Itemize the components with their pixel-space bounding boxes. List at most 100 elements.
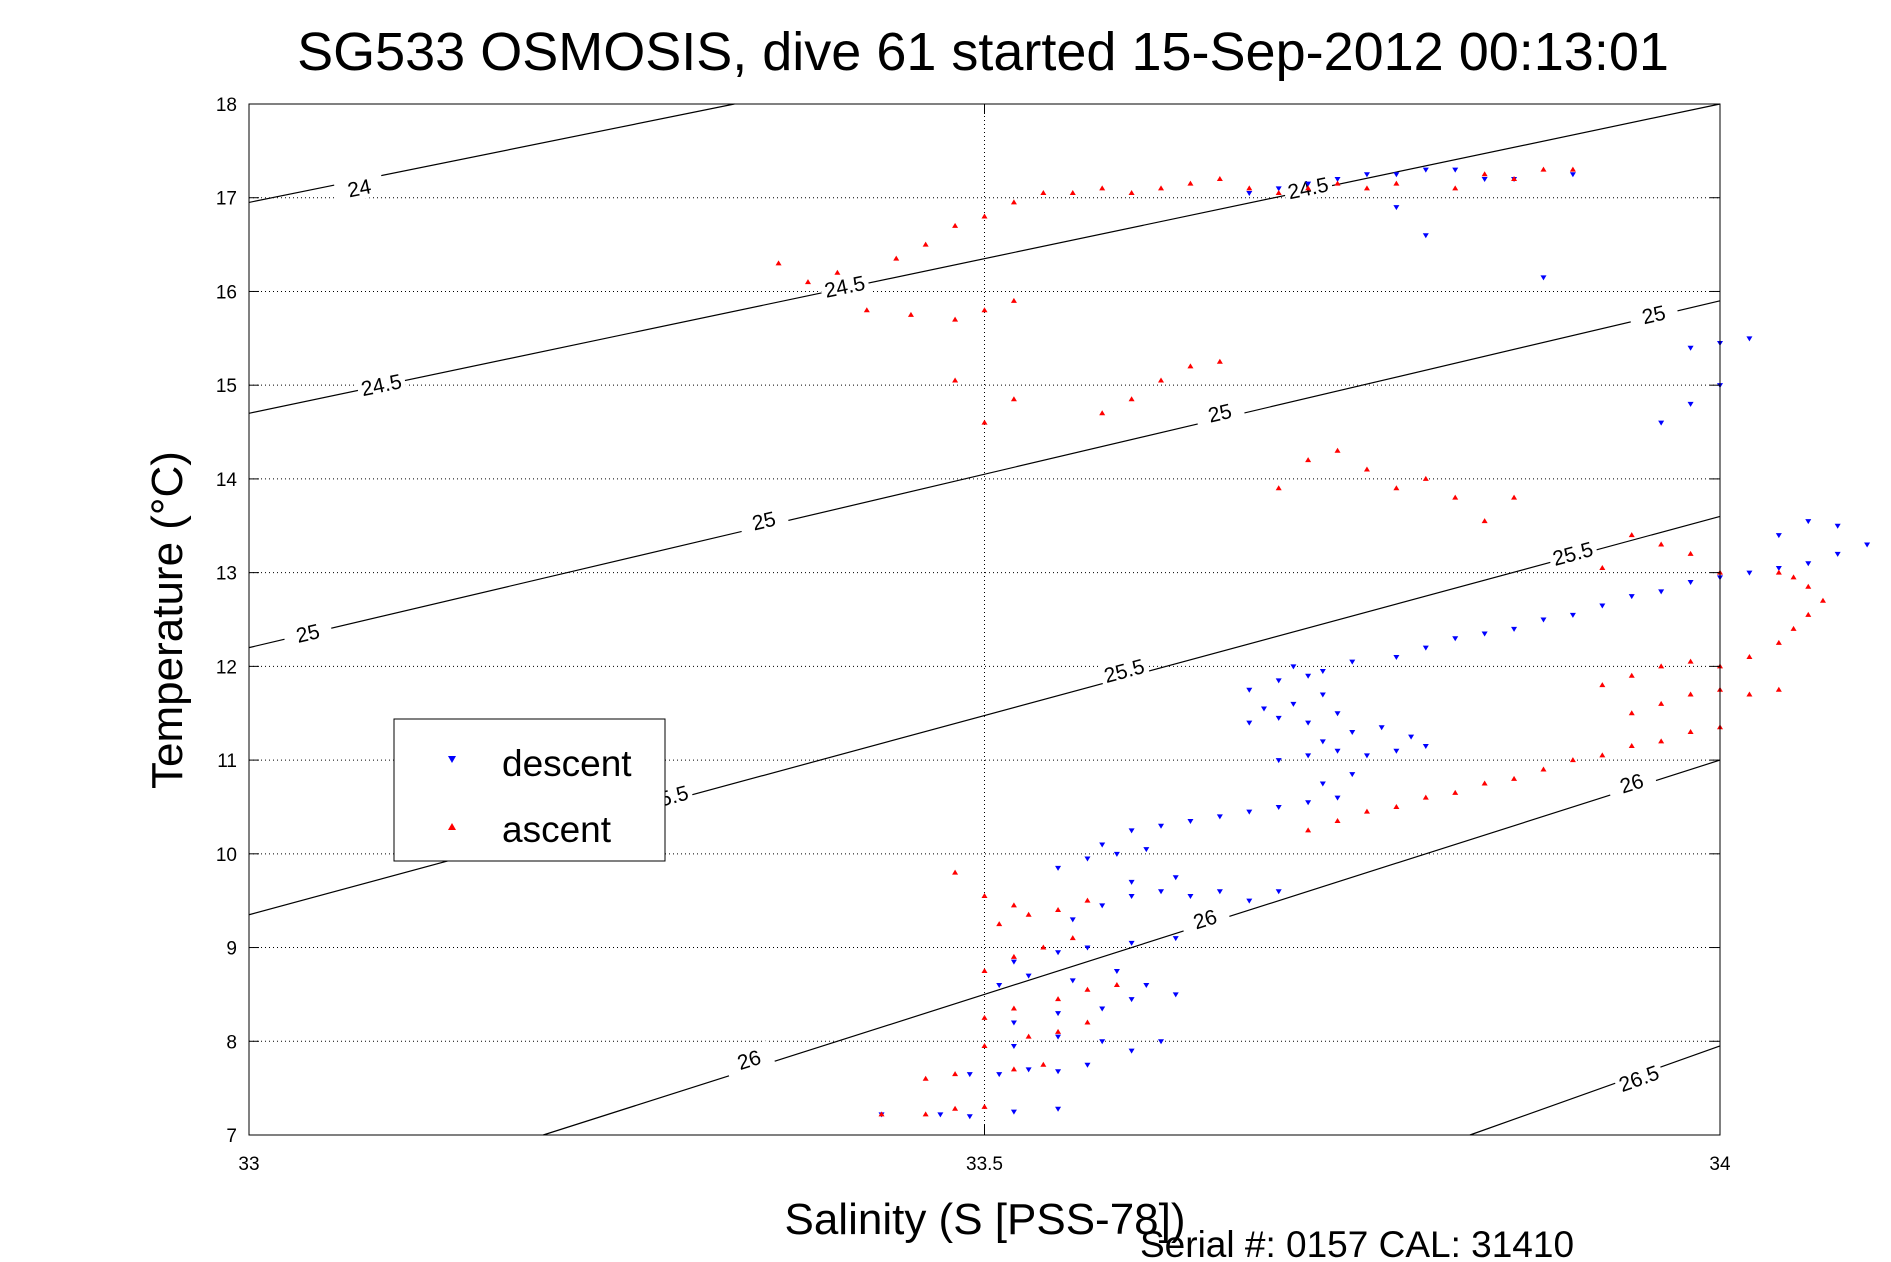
ascent-point (804, 279, 811, 285)
descent-point (1422, 233, 1429, 239)
descent-point (1334, 748, 1341, 754)
ascent-point (1216, 358, 1223, 364)
descent-point (1805, 519, 1812, 525)
ascent-point (981, 419, 988, 425)
ascent-point (1628, 532, 1635, 538)
descent-point (1349, 729, 1356, 735)
ascent-point (1775, 569, 1782, 575)
descent-point (1099, 903, 1106, 909)
y-tick-label: 17 (216, 189, 237, 210)
y-axis-label: Temperature (°C) (143, 451, 192, 789)
ascent-point (952, 316, 959, 322)
descent-point (1319, 692, 1326, 698)
ascent-point (1010, 199, 1017, 205)
descent-point (1319, 669, 1326, 675)
descent-point (1334, 176, 1341, 182)
contour-label-25: 25 (750, 508, 778, 536)
ascent-point (1790, 625, 1797, 631)
ascent-point (1805, 583, 1812, 589)
contour-label-bg (737, 502, 790, 538)
y-tick-label: 14 (216, 470, 238, 491)
ascent-point (878, 1111, 885, 1117)
ascent-point (1599, 752, 1606, 758)
ascent-point (1010, 396, 1017, 402)
legend-label-ascent: ascent (502, 809, 612, 850)
descent-point (1687, 345, 1694, 351)
ascent-point (981, 1103, 988, 1109)
descent-point (1143, 983, 1150, 989)
descent-point (1305, 800, 1312, 806)
descent-point (1158, 1039, 1165, 1045)
ascent-point (1658, 541, 1665, 547)
ascent-point (1628, 743, 1635, 749)
ascent-point (1305, 827, 1312, 833)
ascent-point (1481, 171, 1488, 177)
ascent-point (1481, 518, 1488, 524)
descent-point (1511, 626, 1518, 632)
contour-line-24 (248, 103, 735, 204)
descent-point (996, 1072, 1003, 1078)
descent-point (1158, 823, 1165, 829)
ascent-point (1481, 780, 1488, 786)
descent-point (1628, 594, 1635, 600)
contour-line-26.5 (1469, 1045, 1721, 1136)
descent-point (1055, 865, 1062, 871)
descent-point (1275, 715, 1282, 721)
descent-point (1010, 1020, 1017, 1026)
descent-point (1290, 664, 1297, 670)
ascent-point (1128, 396, 1135, 402)
ascent-point (1422, 475, 1429, 481)
ascent-point (1511, 175, 1518, 181)
descent-point (966, 1072, 973, 1078)
ascent-point (907, 311, 914, 317)
descent-point (1069, 917, 1076, 923)
x-tick-label: 33 (238, 1154, 259, 1175)
descent-point (966, 1114, 973, 1120)
ascent-point (1746, 691, 1753, 697)
descent-point (1775, 565, 1782, 571)
descent-point (1349, 772, 1356, 778)
descent-point (1334, 711, 1341, 717)
ascent-point (981, 1014, 988, 1020)
y-tick-label: 16 (216, 282, 237, 303)
y-tick-label: 9 (226, 939, 237, 960)
descent-point (1113, 968, 1120, 974)
descent-point (1025, 973, 1032, 979)
descent-point (1658, 589, 1665, 595)
y-tick-label: 8 (226, 1032, 237, 1053)
contour-label-bg (818, 269, 871, 303)
descent-point (1834, 523, 1841, 529)
ascent-point (1393, 485, 1400, 491)
ascent-point (1158, 377, 1165, 383)
descent-point (1216, 889, 1223, 895)
ascent-point (1069, 935, 1076, 941)
ascent-point (1334, 818, 1341, 824)
ascent-point (1687, 550, 1694, 556)
ascent-point (1099, 410, 1106, 416)
descent-point (1172, 875, 1179, 881)
descent-point (1393, 205, 1400, 211)
ascent-point (1055, 1028, 1062, 1034)
contour-label-bg (1193, 395, 1246, 430)
descent-point (1275, 186, 1282, 192)
ascent-point (1452, 789, 1459, 795)
ascent-point (981, 967, 988, 973)
ascent-point (996, 921, 1003, 927)
descent-point (1540, 617, 1547, 623)
descent-point (1393, 654, 1400, 660)
descent-point (1378, 725, 1385, 731)
descent-point (1172, 936, 1179, 942)
descent-point (1393, 172, 1400, 178)
contour-label-bg (1604, 763, 1658, 802)
contour-label-bg (1627, 296, 1680, 332)
ascent-point (1363, 808, 1370, 814)
ascent-point (1040, 944, 1047, 950)
contour-line-25 (248, 300, 1721, 649)
ascent-point (1790, 574, 1797, 580)
ascent-point (1658, 663, 1665, 669)
contour-label-24: 24 (346, 175, 374, 202)
plot-area (249, 104, 1720, 1135)
descent-point (1055, 950, 1062, 956)
descent-point (1349, 659, 1356, 665)
ascent-point (1422, 794, 1429, 800)
